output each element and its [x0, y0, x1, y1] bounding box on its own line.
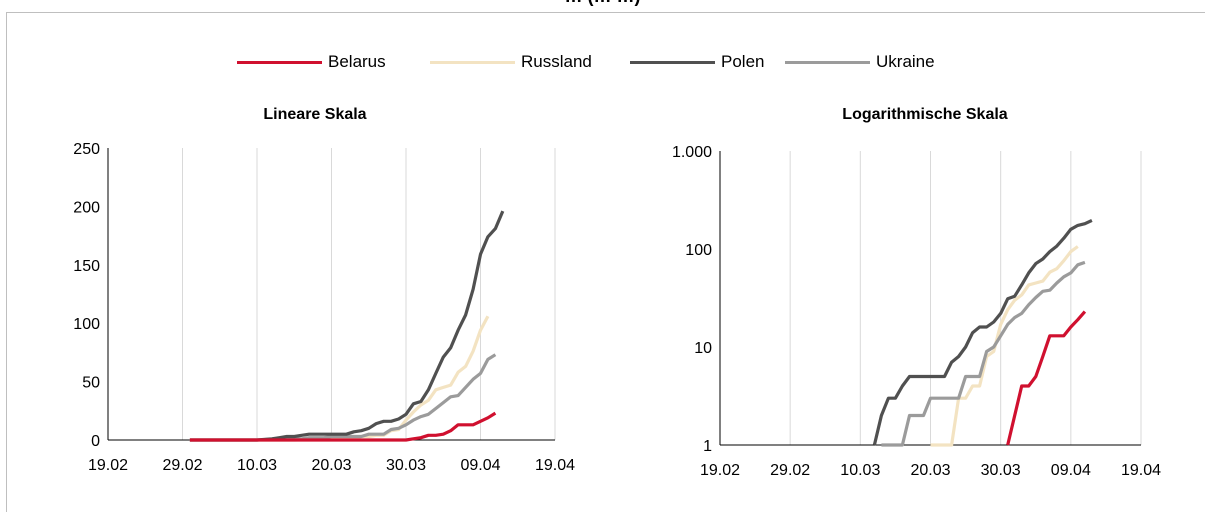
x-tick-label: 30.03: [981, 462, 1021, 479]
x-tick-label: 09.04: [460, 457, 500, 474]
legend-swatch-polen: [630, 60, 715, 64]
chart-title-linear: Lineare Skala: [263, 106, 367, 123]
x-tick-label: 20.03: [311, 457, 351, 474]
x-tick-label: 19.02: [700, 462, 740, 479]
x-tick-label: 10.03: [237, 457, 277, 474]
series-line-ukraine: [189, 353, 497, 442]
x-tick-label: 19.04: [1121, 462, 1161, 479]
series-line-ukraine: [881, 260, 1086, 447]
x-tick-label: 19.04: [535, 457, 575, 474]
y-tick-label: 100: [685, 242, 712, 259]
x-tick-label: 10.03: [840, 462, 880, 479]
series-line-polen: [872, 218, 1093, 446]
legend-label: Polen: [721, 52, 765, 71]
chart-linear: 19.02 29.02 10.03 20.03 30.03 09.04 19.04 0 50 10…: [73, 141, 575, 474]
chart-log: 19.02 29.02 10.03 20.03 30.03 09.04 19.04 1 10 10…: [672, 144, 1161, 479]
legend-label: Ukraine: [876, 52, 935, 71]
y-tick-label: 200: [73, 199, 100, 216]
legend-swatch-russland: [430, 60, 515, 64]
chart-title-log: Logarithmische Skala: [842, 106, 1008, 123]
x-tick-label: 29.02: [770, 462, 810, 479]
x-tick-label: 29.02: [162, 457, 202, 474]
series-line-belarus: [189, 411, 497, 442]
y-tick-label: 0: [91, 433, 100, 450]
series-line-polen: [189, 210, 505, 442]
legend-item-russland: Russland: [430, 50, 592, 74]
legend-swatch-belarus: [237, 60, 322, 64]
series-line-russland: [930, 245, 1079, 447]
page-title: … (… …): [0, 0, 1205, 8]
legend-swatch-ukraine: [785, 60, 870, 64]
chart-frame: [6, 12, 1205, 512]
legend-label: Belarus: [328, 52, 386, 71]
legend-label: Russland: [521, 52, 592, 71]
y-tick-label: 10: [694, 340, 712, 357]
legend-item-polen: Polen: [630, 50, 764, 74]
x-tick-label: 09.04: [1051, 462, 1091, 479]
y-tick-label: 50: [82, 375, 100, 392]
series-line-belarus: [1006, 310, 1087, 446]
y-tick-label: 150: [73, 258, 100, 275]
x-tick-label: 20.03: [910, 462, 950, 479]
y-tick-label: 250: [73, 141, 100, 158]
legend: Belarus Russland Polen Ukraine: [0, 50, 1205, 74]
y-tick-label: 1: [703, 438, 712, 455]
y-tick-label: 100: [73, 316, 100, 333]
legend-item-belarus: Belarus: [237, 50, 386, 74]
series-line-russland: [189, 315, 490, 442]
x-tick-label: 30.03: [386, 457, 426, 474]
x-tick-label: 19.02: [88, 457, 128, 474]
legend-item-ukraine: Ukraine: [785, 50, 935, 74]
y-tick-label: 1.000: [672, 144, 712, 161]
